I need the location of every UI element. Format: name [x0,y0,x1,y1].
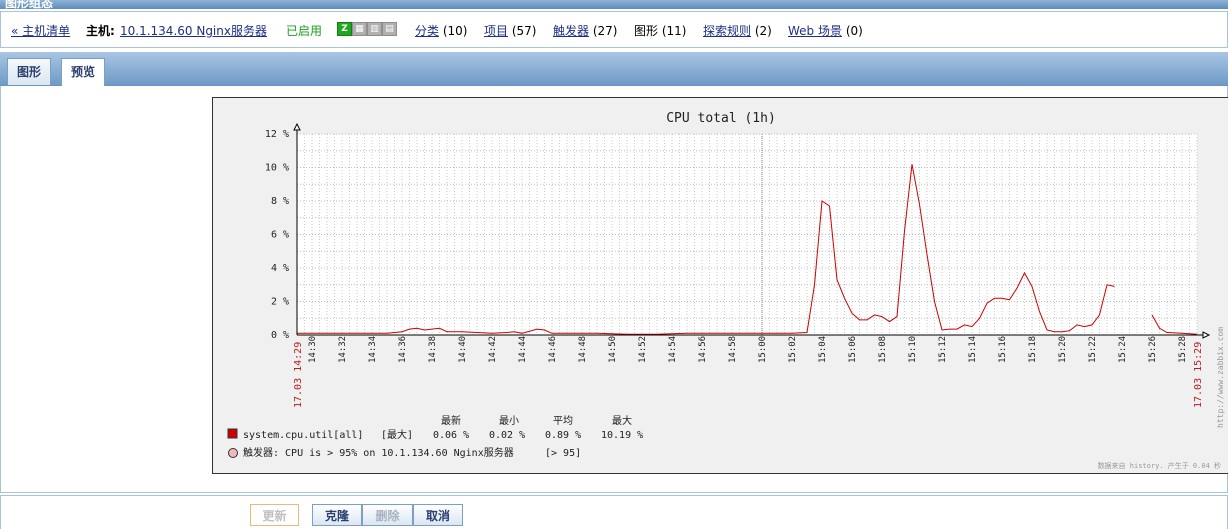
x-tick-label: 15:02 [788,336,798,363]
legend-trigger-value: [> 95] [545,448,581,459]
y-tick-label: 2 % [271,297,289,308]
chart-series [297,164,1198,335]
chart-grid [296,133,1198,336]
host-status[interactable]: 已启用 [286,24,323,38]
series-line-after-gap [1151,314,1198,335]
triggers-link[interactable]: 触发器 [553,24,590,38]
y-tick-label: 6 % [271,230,289,241]
legend-header-min: 最小 [499,415,519,427]
x-tick-label: 15:20 [1058,336,1068,363]
host-name-link[interactable]: 10.1.134.60 Nginx服务器 [120,24,267,38]
legend-series-max: 10.19 % [601,430,643,441]
x-tick-label: 15:28 [1178,336,1188,363]
host-label: 主机: [86,24,115,38]
ipmi-availability-icon: ▤ [382,22,397,36]
x-tick-label: 14:32 [338,336,348,363]
discovery-rules-link[interactable]: 探索规则 [703,24,752,38]
x-edge-label-start: 17.03 14:29 [293,342,304,408]
x-tick-label: 14:44 [518,336,528,363]
nav-discovery-rules: 探索规则 (2) [703,24,772,38]
host-list-link[interactable]: « 主机清单 [11,24,71,38]
x-tick-label: 15:14 [968,336,978,363]
nav-web-scenarios: Web 场景 (0) [788,24,863,38]
applications-link[interactable]: 分类 [415,24,440,38]
x-tick-label: 14:52 [638,336,648,363]
x-tick-label: 15:06 [848,336,858,363]
y-axis-arrow [293,122,301,131]
clone-button[interactable]: 克隆 [312,504,362,526]
y-tick-label: 0 % [271,330,289,341]
zabbix-availability-icon: Z [337,22,352,36]
x-tick-label: 15:04 [818,336,828,363]
cpu-chart: CPU total (1h) 12 % 10 % 8 % 6 % 4 % 2 % 0 % 1… [227,111,1225,470]
form-footer [0,495,1228,529]
cancel-button[interactable]: 取消 [413,504,463,526]
x-tick-label: 14:54 [668,336,678,363]
x-tick-label: 14:30 [308,336,318,363]
legend-series-func: [最大] [381,428,413,441]
y-tick-label: 12 % [265,129,289,140]
x-tick-label: 14:42 [488,336,498,363]
x-tick-label: 14:34 [368,336,378,363]
page-title-bar: 图形组态 [0,0,1228,9]
x-tick-label: 15:16 [998,336,1008,363]
x-axis-arrow [1202,331,1211,339]
x-tick-label: 15:18 [1028,336,1038,363]
x-tick-label: 14:58 [728,336,738,363]
x-tick-label: 15:12 [938,336,948,363]
x-tick-label: 15:26 [1148,336,1158,363]
graphs-label: 图形 [634,24,659,38]
series-line [297,164,1115,335]
items-link[interactable]: 项目 [484,24,509,38]
x-tick-label: 14:56 [698,336,708,363]
x-tick-label: 14:48 [578,336,588,363]
page-title: 图形组态 [5,0,54,9]
delete-button[interactable]: 删除 [362,504,413,526]
legend-header-max: 最大 [612,414,632,427]
x-tick-label: 14:46 [548,336,558,363]
x-tick-label: 15:00 [758,336,768,363]
nav-graphs: 图形 (11) [634,24,687,38]
legend-header-avg: 平均 [553,415,573,427]
web-scenarios-link[interactable]: Web 场景 [788,24,842,38]
x-tick-label: 14:40 [458,336,468,363]
x-tick-label: 15:24 [1118,336,1128,363]
tab-preview[interactable]: 预览 [61,58,106,86]
watermark: http://www.zabbix.com [1216,327,1225,428]
y-axis-ticks: 12 % 10 % 8 % 6 % 4 % 2 % 0 % [265,129,289,341]
x-edge-label-end: 17.03 15:29 [1193,342,1204,408]
legend-trigger-marker [228,448,238,458]
graph-panel: CPU total (1h) 12 % 10 % 8 % 6 % 4 % 2 % 0 % 1… [212,97,1228,474]
x-tick-label: 15:22 [1088,336,1098,363]
legend-header-last: 最新 [441,414,461,427]
x-tick-label: 15:10 [908,336,918,363]
update-button[interactable]: 更新 [250,504,299,526]
snmp-availability-icon: ▦ [352,22,367,36]
host-navigation: « 主机清单 主机: 10.1.134.60 Nginx服务器 已启用 Z ▦ … [0,11,1228,48]
tab-strip: 图形 预览 [0,52,1228,86]
legend-trigger-label: 触发器: CPU is > 95% on 10.1.134.60 Nginx服务… [243,446,514,459]
y-tick-label: 10 % [265,163,289,174]
legend-series-last: 0.06 % [433,430,469,441]
nav-triggers: 触发器 (27) [553,24,618,38]
x-tick-label: 14:38 [428,336,438,363]
jmx-availability-icon: ▥ [367,22,382,36]
chart-footer-note: 数据来自 history. 产生于 0.04 秒 [1098,461,1221,470]
nav-applications: 分类 (10) [415,24,468,38]
legend-series-min: 0.02 % [489,430,525,441]
y-tick-label: 4 % [271,263,289,274]
chart-title: CPU total (1h) [666,111,776,126]
chart-axes [293,122,1211,339]
legend-series-avg: 0.89 % [545,430,581,441]
x-tick-label: 15:08 [878,336,888,363]
legend-series-swatch [227,428,238,439]
x-axis-ticks: 14:30 14:32 14:34 14:36 14:38 14:40 14:42 14:44… [308,336,1188,363]
x-tick-label: 14:36 [398,336,408,363]
nav-items: 项目 (57) [484,24,537,38]
legend-series-name: system.cpu.util[all] [243,430,363,441]
y-tick-label: 8 % [271,196,289,207]
x-tick-label: 14:50 [608,336,618,363]
tab-graph[interactable]: 图形 [7,58,52,85]
